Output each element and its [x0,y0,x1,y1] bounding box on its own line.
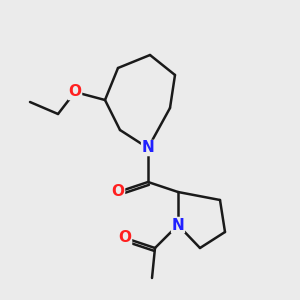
Text: N: N [172,218,184,232]
Text: O: O [118,230,131,245]
Text: O: O [68,85,82,100]
Text: O: O [112,184,124,200]
Text: N: N [142,140,154,155]
